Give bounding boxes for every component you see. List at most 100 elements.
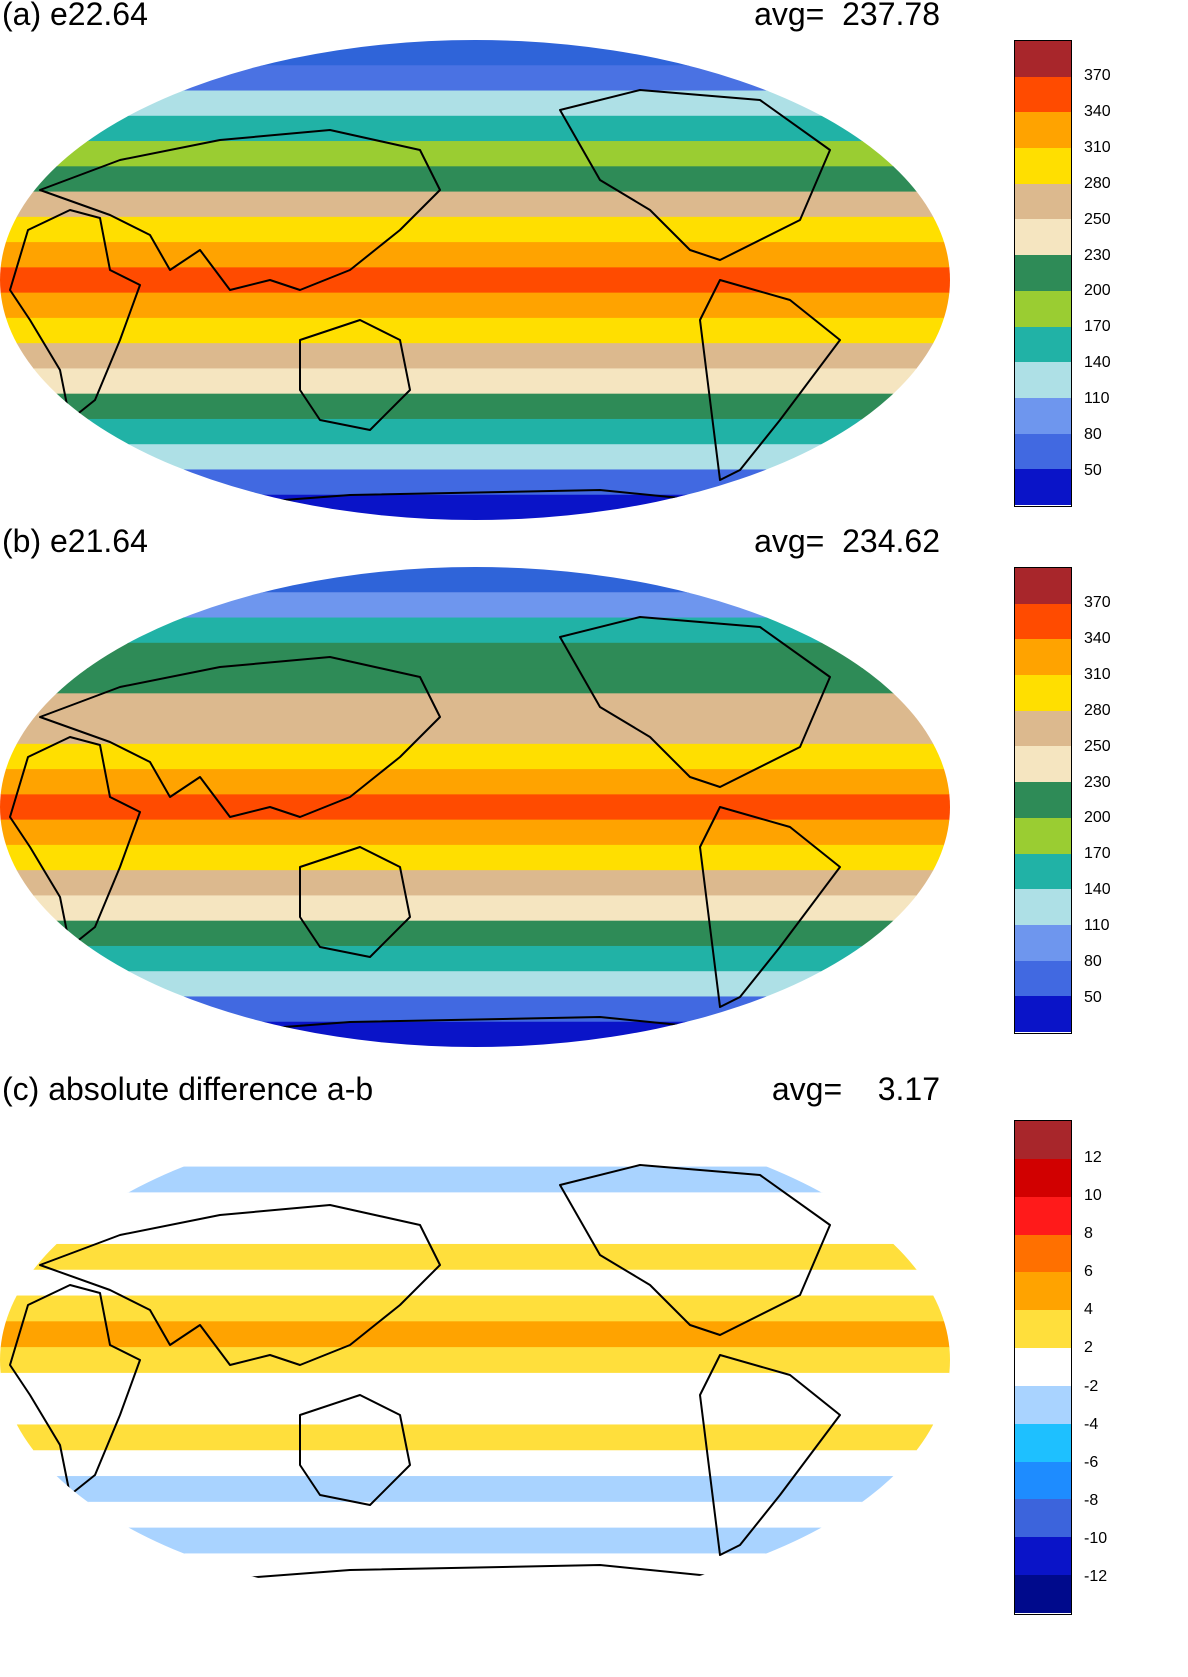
- colorbar-swatch: [1015, 469, 1071, 505]
- colorbar-label: 50: [1084, 462, 1102, 480]
- panel-b-average: avg= 234.62: [754, 523, 940, 559]
- colorbar-label: 4: [1084, 1301, 1093, 1319]
- map-zonal-band: [0, 844, 950, 871]
- map-zonal-band: [0, 668, 950, 694]
- coastline: [39, 656, 441, 818]
- colorbar-swatch: [1015, 1234, 1071, 1273]
- map-zonal-band: [0, 1527, 950, 1555]
- map-zonal-band: [0, 1424, 950, 1451]
- colorbar-swatch: [1015, 1423, 1071, 1462]
- colorbar-label: 170: [1084, 318, 1111, 336]
- colorbar-label: 250: [1084, 737, 1111, 755]
- colorbar-swatch: [1015, 1385, 1071, 1424]
- map-zonal-band: [0, 794, 950, 821]
- map-zonal-band: [0, 418, 950, 445]
- map-zonal-band: [0, 317, 950, 344]
- map-zonal-band: [0, 141, 950, 167]
- colorbar-swatch: [1015, 112, 1071, 149]
- colorbar-label: 280: [1084, 701, 1111, 719]
- map-zonal-band: [0, 90, 950, 117]
- colorbar-swatch: [1015, 255, 1071, 291]
- colorbar-label: 12: [1084, 1149, 1102, 1167]
- colorbar-label: -10: [1084, 1529, 1108, 1547]
- map-zonal-band: [0, 1347, 950, 1374]
- colorbar-label: 140: [1084, 881, 1111, 899]
- colorbar-swatch: [1015, 639, 1071, 676]
- map-zonal-band: [0, 1476, 950, 1503]
- coastline: [559, 616, 831, 788]
- colorbar-swatch: [1015, 148, 1071, 184]
- map-zonal-band: [0, 1295, 950, 1322]
- map-zonal-band: [0, 1501, 950, 1529]
- colorbar-swatch: [1015, 219, 1071, 256]
- map-zonal-band: [0, 945, 950, 972]
- panel-c-title: (c) absolute difference a-b: [2, 1071, 374, 1107]
- colorbar-swatch: [1015, 1121, 1071, 1159]
- coastline: [9, 209, 141, 421]
- colorbar-swatch: [1015, 183, 1071, 220]
- map-zonal-band: [0, 65, 950, 92]
- coastline: [9, 736, 141, 948]
- colorbar-swatch: [1015, 1348, 1071, 1386]
- colorbar-swatch: [1015, 889, 1071, 925]
- colorbar-label: 230: [1084, 773, 1111, 791]
- map-zonal-band: [0, 642, 950, 669]
- colorbar-swatch: [1015, 290, 1071, 327]
- colorbar-swatch: [1015, 853, 1071, 890]
- coastline: [9, 1284, 141, 1496]
- colorbar-swatch: [1015, 1158, 1071, 1197]
- map-zonal-band: [0, 1579, 950, 1605]
- colorbar-label: 6: [1084, 1263, 1093, 1281]
- map-zonal-band: [0, 292, 950, 319]
- map-zonal-band: [0, 216, 950, 243]
- colorbar-label: 170: [1084, 845, 1111, 863]
- colorbar-swatches: [1014, 40, 1072, 507]
- colorbar-swatch: [1015, 996, 1071, 1032]
- map-zonal-band: [0, 393, 950, 420]
- coastline: [699, 1354, 841, 1556]
- colorbar-swatch: [1015, 924, 1071, 961]
- colorbar-swatch: [1015, 960, 1071, 997]
- colorbar-swatch: [1015, 710, 1071, 747]
- map-zonal-band: [0, 1115, 950, 1142]
- colorbar-swatch: [1015, 782, 1071, 818]
- map-zonal-band: [0, 469, 950, 496]
- colorbar-swatches: [1014, 567, 1072, 1034]
- map-zonal-band: [0, 242, 950, 268]
- colorbar-swatch: [1015, 1310, 1071, 1349]
- map-zonal-band: [0, 40, 950, 66]
- colorbar-label: 10: [1084, 1187, 1102, 1205]
- coastline: [699, 806, 841, 1008]
- map-zonal-band: [0, 743, 950, 770]
- map-zonal-band: [0, 444, 950, 471]
- coastline: [559, 1164, 831, 1336]
- map-zonal-band: [0, 870, 950, 897]
- coastline: [299, 319, 411, 431]
- map-zonal-band: [0, 718, 950, 745]
- map-zonal-band: [0, 971, 950, 998]
- map-zonal-band: [0, 191, 950, 218]
- map-zonal-band: [0, 267, 950, 294]
- panel-b-title: (b) e21.64: [2, 523, 148, 559]
- map-zonal-band: [0, 494, 950, 520]
- panel-a-average: avg= 237.78: [754, 0, 940, 32]
- colorbar-label: 200: [1084, 809, 1111, 827]
- colorbar-swatch: [1015, 433, 1071, 470]
- map-zonal-band: [0, 567, 950, 593]
- colorbar-label: 200: [1084, 282, 1111, 300]
- colorbar-swatch: [1015, 1575, 1071, 1613]
- map-zonal-band: [0, 368, 950, 395]
- colorbar-label: 80: [1084, 426, 1102, 444]
- colorbar-label: -2: [1084, 1377, 1099, 1395]
- colorbar-label: 230: [1084, 246, 1111, 264]
- colorbar-swatch: [1015, 1461, 1071, 1500]
- map-zonal-band: [0, 895, 950, 922]
- map-zonal-band: [0, 1243, 950, 1271]
- map-zonal-band: [0, 1372, 950, 1400]
- colorbar-label: 140: [1084, 354, 1111, 372]
- coastline: [39, 1204, 441, 1366]
- coastline: [699, 279, 841, 481]
- map-zonal-band: [0, 115, 950, 142]
- map-zonal-band: [0, 592, 950, 619]
- map-zonal-band: [0, 617, 950, 644]
